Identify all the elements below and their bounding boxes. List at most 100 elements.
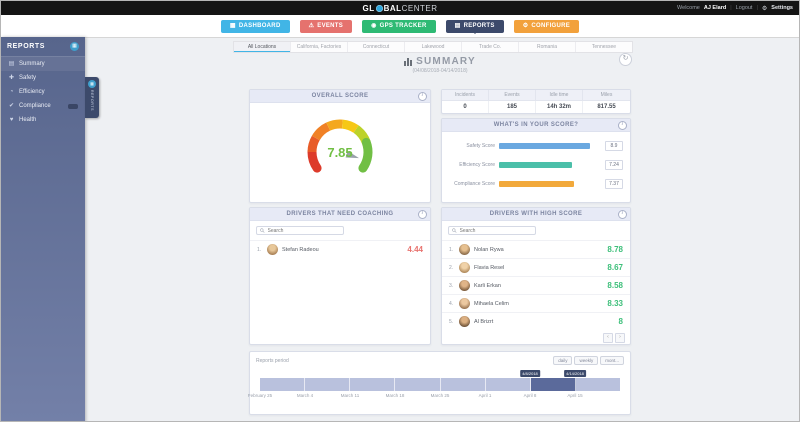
tab-location-3[interactable]: Lakewood bbox=[405, 42, 462, 52]
nav-dashboard-button[interactable]: ▦ DASHBOARD bbox=[220, 19, 290, 33]
score-gauge: 7.85 bbox=[285, 108, 395, 194]
info-icon[interactable]: i bbox=[618, 210, 627, 219]
overall-score-title: OVERALL SCORE bbox=[311, 93, 369, 99]
high-score-search[interactable] bbox=[448, 226, 536, 235]
nav-gps-label: GPS TRACKER bbox=[379, 23, 427, 29]
info-icon[interactable]: i bbox=[418, 92, 427, 101]
high-score-driver-row[interactable]: 2. Flavia Resel 8.67 bbox=[442, 258, 630, 276]
gauge-needle bbox=[345, 150, 360, 159]
date-range: (04/08/2018-04/14/2018) bbox=[412, 68, 468, 74]
info-icon[interactable]: i bbox=[618, 121, 627, 130]
gear-icon: ⚙ bbox=[761, 5, 768, 12]
sidebar-item-label: Summary bbox=[19, 61, 45, 67]
timeline-segment[interactable] bbox=[260, 378, 306, 391]
axis-label: March 18 bbox=[385, 393, 405, 398]
sidebar-item-health[interactable]: ♥ Health bbox=[1, 113, 85, 127]
efficiency-score-value: 7.24 bbox=[605, 160, 623, 170]
sidebar-item-compliance[interactable]: ✔ Compliance bbox=[1, 99, 85, 113]
driver-name: Karli Erkan bbox=[474, 282, 501, 289]
breakdown-row-compliance: Compliance Score 7.37 bbox=[449, 179, 623, 189]
nav-configure-button[interactable]: ⚙ CONFIGURE bbox=[513, 19, 580, 33]
coaching-header: DRIVERS THAT NEED COACHING i bbox=[250, 208, 430, 221]
timeline-segment[interactable] bbox=[575, 378, 620, 391]
stat-label: Idle time bbox=[536, 90, 583, 100]
nav-reports-label: REPORTS bbox=[463, 23, 495, 29]
tab-location-2[interactable]: Connecticut bbox=[348, 42, 405, 52]
high-score-driver-row[interactable]: 5. Al Brizrt 8 bbox=[442, 312, 630, 330]
app-logo[interactable]: GL BAL CENTER bbox=[363, 4, 438, 13]
driver-avatar bbox=[459, 316, 470, 327]
high-score-driver-row[interactable]: 1. Nolan Rywa 8.78 bbox=[442, 240, 630, 258]
coaching-driver-row[interactable]: 1. Stefan Radeou 4.44 bbox=[250, 240, 430, 258]
timeline-selected-segment[interactable] bbox=[530, 378, 576, 391]
tab-all-locations[interactable]: All Locations bbox=[234, 42, 291, 52]
nav-configure-label: CONFIGURE bbox=[531, 23, 571, 29]
page-title-text: SUMMARY bbox=[416, 56, 476, 67]
location-tabs: All Locations California, Factories Conn… bbox=[233, 41, 633, 53]
period-timeline[interactable]: 4/8/2018 4/14/2018 bbox=[260, 370, 620, 391]
period-end-badge: 4/14/2018 bbox=[564, 370, 586, 377]
coaching-search-input[interactable] bbox=[267, 227, 340, 234]
axis-label: April 8 bbox=[523, 393, 537, 398]
high-score-card: DRIVERS WITH HIGH SCORE i 1. Nolan Rywa … bbox=[441, 207, 631, 345]
sidebar-item-efficiency[interactable]: ◔ Efficiency bbox=[1, 85, 85, 99]
sidebar-item-label: Efficiency bbox=[19, 89, 45, 95]
compliance-score-value: 7.37 bbox=[605, 179, 623, 189]
timeline-axis: February 25 March 4 March 11 March 18 Ma… bbox=[248, 393, 620, 400]
logout-link[interactable]: Logout bbox=[735, 5, 753, 11]
stat-label: Miles bbox=[600, 92, 613, 98]
breakdown-label: Efficiency Score bbox=[459, 162, 495, 168]
timeline-segment[interactable] bbox=[350, 378, 396, 391]
high-score-driver-row[interactable]: 3. Karli Erkan 8.58 bbox=[442, 276, 630, 294]
high-score-header: DRIVERS WITH HIGH SCORE i bbox=[442, 208, 630, 221]
reports-period-card: Reports period daily weekly mont... 4/8/… bbox=[248, 351, 631, 415]
info-icon[interactable]: i bbox=[418, 210, 427, 219]
coaching-search[interactable] bbox=[256, 226, 344, 235]
top-bar-right: Welcome AJ Elard | Logout | ⚙ Settings bbox=[677, 1, 793, 15]
high-score-search-input[interactable] bbox=[459, 227, 532, 234]
daily-button[interactable]: daily bbox=[553, 356, 573, 365]
axis-label: April 15 bbox=[567, 393, 583, 398]
reports-circle-icon: ▦ bbox=[88, 80, 96, 88]
tab-location-4[interactable]: Trade Co. bbox=[462, 42, 519, 52]
safety-score-bar bbox=[499, 143, 590, 149]
breakdown-row-safety: Safety Score 8.9 bbox=[449, 141, 623, 151]
drawer-label: REPORTS bbox=[90, 90, 94, 112]
monthly-button[interactable]: mont... bbox=[600, 356, 624, 365]
breakdown-label: Safety Score bbox=[466, 143, 495, 149]
sidebar-item-summary[interactable]: ▤ Summary bbox=[1, 57, 85, 71]
nav-gps-tracker-button[interactable]: ◉ GPS TRACKER bbox=[362, 19, 436, 33]
nav-events-label: EVENTS bbox=[317, 23, 344, 29]
next-page-button[interactable]: › bbox=[615, 333, 625, 343]
username[interactable]: AJ Elard bbox=[703, 5, 727, 11]
timeline-segment[interactable] bbox=[440, 378, 486, 391]
tab-location-6[interactable]: Tennessee bbox=[591, 44, 617, 50]
timeline-segment[interactable] bbox=[305, 378, 351, 391]
axis-label: March 11 bbox=[340, 393, 360, 398]
axis-label: March 4 bbox=[296, 393, 314, 398]
sidebar-header: REPORTS ▦ bbox=[1, 37, 85, 57]
nav-events-button[interactable]: ⚠ EVENTS bbox=[299, 19, 353, 33]
compliance-score-bar bbox=[499, 181, 575, 187]
reports-drawer-handle[interactable]: ▦ REPORTS bbox=[85, 77, 99, 118]
sidebar-item-label: Safety bbox=[19, 75, 37, 81]
high-score-driver-row[interactable]: 4. Mihaela Celim 8.33 bbox=[442, 294, 630, 312]
search-icon bbox=[260, 228, 265, 233]
sidebar-item-safety[interactable]: ✚ Safety bbox=[1, 71, 85, 85]
tab-location-5[interactable]: Romania bbox=[519, 42, 576, 52]
driver-rank: 3. bbox=[449, 282, 454, 289]
period-header: Reports period daily weekly mont... bbox=[256, 356, 624, 365]
nav-reports-button[interactable]: ▤ REPORTS bbox=[445, 19, 504, 33]
settings-link[interactable]: Settings bbox=[771, 5, 793, 11]
top-bar: GL BAL CENTER Welcome AJ Elard | Logout | … bbox=[1, 1, 799, 15]
timeline-segment[interactable] bbox=[485, 378, 531, 391]
tab-location-1[interactable]: California, Factories bbox=[291, 42, 348, 52]
axis-label: March 25 bbox=[430, 393, 450, 398]
driver-score: 8.33 bbox=[607, 299, 623, 308]
refresh-button[interactable]: ↻ bbox=[619, 53, 632, 66]
prev-page-button[interactable]: ‹ bbox=[603, 333, 613, 343]
weekly-button[interactable]: weekly bbox=[574, 356, 599, 365]
timeline-segment[interactable] bbox=[395, 378, 441, 391]
driver-avatar bbox=[267, 244, 278, 255]
driver-name: Nolan Rywa bbox=[474, 246, 504, 253]
